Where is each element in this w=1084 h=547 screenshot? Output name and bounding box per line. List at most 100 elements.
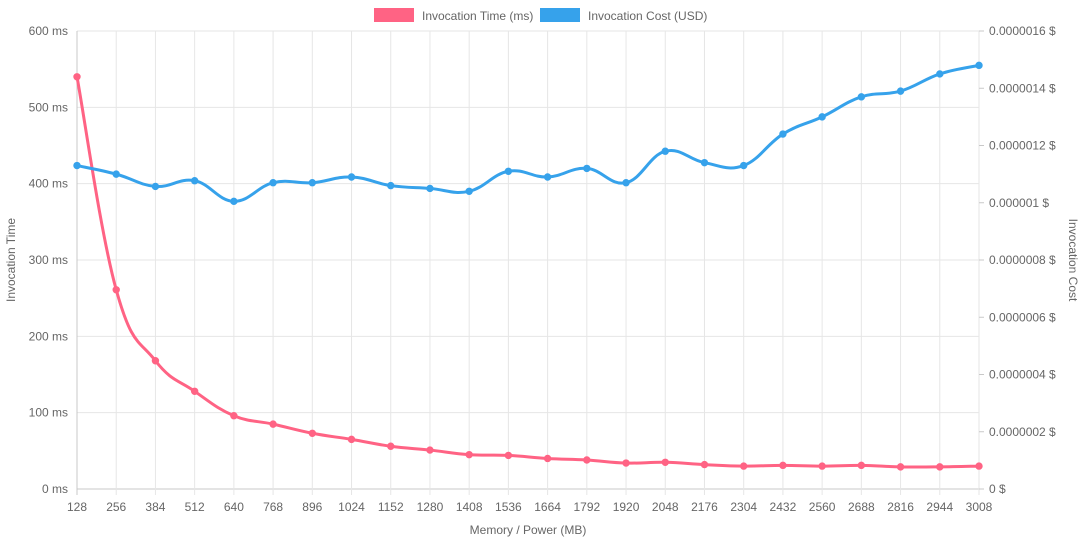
right-tick-label: 0.0000002 $ bbox=[989, 425, 1056, 439]
data-point[interactable] bbox=[700, 158, 709, 167]
data-point[interactable] bbox=[230, 197, 238, 206]
right-axis-label: Invocation Cost bbox=[1066, 219, 1080, 302]
data-point[interactable] bbox=[700, 460, 709, 469]
data-point[interactable] bbox=[857, 461, 866, 470]
series-line bbox=[76, 63, 980, 203]
data-point[interactable] bbox=[661, 147, 669, 155]
x-tick-label: 3008 bbox=[966, 500, 993, 514]
data-point[interactable] bbox=[151, 182, 160, 191]
data-point[interactable] bbox=[818, 462, 826, 470]
data-point[interactable] bbox=[347, 173, 356, 181]
x-tick-label: 2176 bbox=[691, 500, 718, 514]
x-tick-label: 768 bbox=[263, 500, 283, 514]
data-point[interactable] bbox=[739, 161, 748, 170]
x-tick-label: 1792 bbox=[573, 500, 600, 514]
left-tick-label: 500 ms bbox=[29, 100, 68, 114]
legend-item[interactable]: Invocation Cost (USD) bbox=[540, 8, 707, 23]
data-point[interactable] bbox=[426, 184, 434, 193]
right-axis-ticks: 0 $ 0.0000002 $ 0.0000004 $ 0.0000006 $ 0.00… bbox=[979, 24, 1056, 496]
x-tick-label: 640 bbox=[224, 500, 244, 514]
data-point[interactable] bbox=[779, 130, 787, 138]
x-tick-label: 896 bbox=[302, 500, 322, 514]
right-tick-label: 0 $ bbox=[989, 482, 1006, 496]
data-point[interactable] bbox=[230, 412, 238, 420]
series-layer bbox=[73, 61, 983, 471]
data-point[interactable] bbox=[269, 420, 277, 428]
x-tick-label: 256 bbox=[106, 500, 126, 514]
data-point[interactable] bbox=[308, 179, 317, 187]
data-point[interactable] bbox=[622, 459, 630, 467]
right-tick-label: 0.0000006 $ bbox=[989, 310, 1056, 324]
data-point[interactable] bbox=[73, 73, 81, 81]
data-point[interactable] bbox=[426, 446, 434, 454]
data-point[interactable] bbox=[661, 458, 669, 466]
x-tick-label: 2560 bbox=[809, 500, 836, 514]
data-point[interactable] bbox=[936, 70, 944, 78]
data-point[interactable] bbox=[779, 461, 787, 470]
right-tick-label: 0.0000016 $ bbox=[989, 24, 1056, 38]
data-point[interactable] bbox=[465, 450, 473, 459]
data-point[interactable] bbox=[543, 173, 552, 181]
data-point[interactable] bbox=[818, 113, 826, 121]
data-point[interactable] bbox=[583, 164, 591, 173]
data-point[interactable] bbox=[151, 357, 160, 365]
data-point[interactable] bbox=[975, 61, 983, 70]
legend: Invocation Time (ms) Invocation Cost (USD… bbox=[374, 8, 707, 23]
data-point[interactable] bbox=[269, 179, 277, 187]
series-invocation-cost bbox=[73, 61, 983, 206]
x-tick-label: 1536 bbox=[495, 500, 522, 514]
left-tick-label: 200 ms bbox=[29, 329, 68, 343]
data-point[interactable] bbox=[465, 187, 473, 196]
data-point[interactable] bbox=[739, 462, 748, 470]
x-tick-label: 1024 bbox=[338, 500, 365, 514]
left-axis-ticks: 0 ms 100 ms 200 ms 300 ms 400 ms 500 ms 600 ms bbox=[29, 24, 68, 496]
right-tick-label: 0.0000014 $ bbox=[989, 81, 1056, 95]
data-point[interactable] bbox=[543, 454, 552, 463]
data-point[interactable] bbox=[387, 181, 395, 190]
legend-label: Invocation Cost (USD) bbox=[588, 9, 707, 23]
right-tick-label: 0.0000004 $ bbox=[989, 368, 1056, 382]
legend-item[interactable]: Invocation Time (ms) bbox=[374, 8, 533, 23]
x-tick-label: 1664 bbox=[534, 500, 561, 514]
data-point[interactable] bbox=[504, 451, 513, 460]
data-point[interactable] bbox=[896, 463, 905, 471]
data-point[interactable] bbox=[936, 463, 944, 471]
grid-lines bbox=[76, 30, 980, 495]
left-tick-label: 600 ms bbox=[29, 24, 68, 38]
data-point[interactable] bbox=[504, 167, 513, 175]
data-point[interactable] bbox=[622, 179, 630, 187]
x-tick-label: 2944 bbox=[926, 500, 953, 514]
data-point[interactable] bbox=[112, 170, 120, 178]
x-axis-label: Memory / Power (MB) bbox=[470, 523, 587, 537]
left-tick-label: 100 ms bbox=[29, 406, 68, 420]
legend-swatch bbox=[540, 8, 580, 22]
x-tick-label: 384 bbox=[145, 500, 165, 514]
x-axis-ticks: 128 256 384 512 640 768 896 1024 1152 1280 1408 153… bbox=[67, 500, 993, 514]
right-tick-label: 0.0000012 $ bbox=[989, 139, 1056, 153]
x-tick-label: 2048 bbox=[652, 500, 679, 514]
data-point[interactable] bbox=[190, 177, 199, 185]
data-point[interactable] bbox=[73, 161, 81, 170]
data-point[interactable] bbox=[857, 93, 866, 101]
data-point[interactable] bbox=[347, 435, 356, 444]
x-tick-label: 1408 bbox=[456, 500, 483, 514]
data-point[interactable] bbox=[896, 87, 905, 95]
data-point[interactable] bbox=[190, 387, 199, 395]
x-tick-label: 2304 bbox=[730, 500, 757, 514]
data-point[interactable] bbox=[308, 429, 317, 437]
x-tick-label: 2688 bbox=[848, 500, 875, 514]
data-point[interactable] bbox=[387, 442, 395, 450]
series-line bbox=[75, 76, 980, 469]
left-axis-label: Invocation Time bbox=[4, 218, 18, 302]
data-point[interactable] bbox=[975, 462, 983, 470]
x-tick-label: 2816 bbox=[887, 500, 914, 514]
data-point[interactable] bbox=[112, 286, 120, 294]
legend-label: Invocation Time (ms) bbox=[422, 9, 533, 23]
right-tick-label: 0.0000008 $ bbox=[989, 253, 1056, 267]
left-tick-label: 300 ms bbox=[29, 253, 68, 267]
data-point[interactable] bbox=[583, 456, 591, 464]
x-tick-label: 512 bbox=[185, 500, 205, 514]
left-tick-label: 400 ms bbox=[29, 177, 68, 191]
x-tick-label: 2432 bbox=[770, 500, 797, 514]
